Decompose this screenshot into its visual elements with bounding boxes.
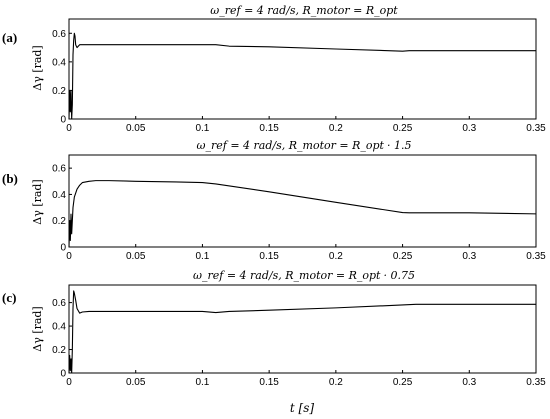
panel-b-xtick-label: 0.25 bbox=[393, 251, 413, 262]
panel-a-xtick-label: 0.25 bbox=[393, 123, 413, 134]
panel-a-series-line bbox=[68, 32, 536, 120]
panel-label-b: (b) bbox=[2, 171, 18, 186]
panel-c-xtick-label: 0.1 bbox=[195, 377, 209, 388]
panel-a-title: ω_ref = 4 rad/s, R_motor = R_opt bbox=[210, 4, 398, 17]
panel-c-xtick-label: 0.2 bbox=[329, 377, 343, 388]
panel-c-xtick-label: 0.05 bbox=[126, 377, 146, 388]
panel-c-xtick-label: 0.3 bbox=[462, 377, 476, 388]
panel-c-ytick-label: 0 bbox=[60, 369, 66, 380]
panel-a-xtick-label: 0.35 bbox=[526, 123, 546, 134]
panel-a-xtick-label: 0 bbox=[66, 123, 72, 134]
panel-b-xtick-label: 0 bbox=[66, 251, 72, 262]
panel-a-xtick-label: 0.3 bbox=[462, 123, 476, 134]
panel-a-xtick-label: 0.05 bbox=[126, 123, 146, 134]
panel-c-title-text: ω_ref = 4 rad/s, R_motor = R_opt bbox=[193, 269, 381, 282]
panel-c-ytick-label: 0.6 bbox=[52, 298, 66, 309]
panel-b-axes-box bbox=[68, 154, 537, 248]
panel-b-title-suffix: · 1.5 bbox=[387, 139, 412, 152]
panel-b-xtick-label: 0.35 bbox=[526, 251, 546, 262]
panel-a-ytick-label: 0.2 bbox=[52, 86, 66, 97]
panel-b-xtick-label: 0.1 bbox=[195, 251, 209, 262]
panel-c-axes-box bbox=[68, 284, 537, 374]
panel-b-xtick-label: 0.3 bbox=[462, 251, 476, 262]
panel-a-title-text: ω_ref = 4 rad/s, R_motor = R_opt bbox=[210, 4, 398, 17]
panel-c-title-suffix: · 0.75 bbox=[383, 269, 415, 282]
panel-c-title: ω_ref = 4 rad/s, R_motor = R_opt · 0.75 bbox=[193, 269, 415, 282]
panel-c-ylabel: Δγ [rad] bbox=[31, 306, 44, 351]
panel-a-ytick-label: 0 bbox=[60, 115, 66, 126]
panel-a: (a) ω_ref = 4 rad/s, R_motor = R_opt Δγ … bbox=[2, 4, 546, 134]
panel-c-xtick-label: 0.15 bbox=[259, 377, 279, 388]
panel-c-ytick-label: 0.2 bbox=[52, 345, 66, 356]
panel-b-ytick-label: 0.2 bbox=[52, 216, 66, 227]
panel-b-ylabel: Δγ [rad] bbox=[31, 179, 44, 224]
panel-b: (b) ω_ref = 4 rad/s, R_motor = R_opt · 1.… bbox=[2, 139, 546, 262]
panel-a-ylabel: Δγ [rad] bbox=[31, 45, 44, 90]
x-axis-label: t [s] bbox=[290, 401, 314, 415]
panel-b-title-text: ω_ref = 4 rad/s, R_motor = R_opt bbox=[197, 139, 385, 152]
panel-a-xtick-label: 0.1 bbox=[195, 123, 209, 134]
panel-b-xtick-label: 0.15 bbox=[259, 251, 279, 262]
panel-c: (c) ω_ref = 4 rad/s, R_motor = R_opt · 0.… bbox=[2, 269, 546, 415]
panel-a-xtick-label: 0.15 bbox=[259, 123, 279, 134]
panel-b-series-line bbox=[68, 180, 537, 248]
panel-label-c: (c) bbox=[2, 290, 16, 305]
panel-c-xtick-label: 0 bbox=[66, 377, 72, 388]
panel-b-xtick-label: 0.2 bbox=[329, 251, 343, 262]
panel-b-ytick-label: 0.6 bbox=[52, 164, 66, 175]
panel-label-a: (a) bbox=[2, 30, 17, 45]
panel-c-xtick-label: 0.25 bbox=[393, 377, 413, 388]
panel-c-xtick-label: 0.35 bbox=[526, 377, 546, 388]
panel-c-ticks: 0 0.05 0.1 0.15 0.2 0.25 0.3 0.35 0 0.2 0.4 0.6 bbox=[52, 298, 546, 388]
panel-a-axes-box bbox=[68, 18, 537, 120]
panel-b-title: ω_ref = 4 rad/s, R_motor = R_opt · 1.5 bbox=[197, 139, 412, 152]
panel-c-ytick-label: 0.4 bbox=[52, 322, 66, 333]
panel-a-xtick-label: 0.2 bbox=[329, 123, 343, 134]
panel-c-series-line bbox=[68, 290, 536, 374]
panel-a-ytick-label: 0.4 bbox=[52, 57, 66, 68]
panel-b-ytick-label: 0.4 bbox=[52, 190, 66, 201]
panel-b-xtick-label: 0.05 bbox=[126, 251, 146, 262]
panel-a-ytick-label: 0.6 bbox=[52, 29, 66, 40]
panel-b-ytick-label: 0 bbox=[60, 243, 66, 254]
